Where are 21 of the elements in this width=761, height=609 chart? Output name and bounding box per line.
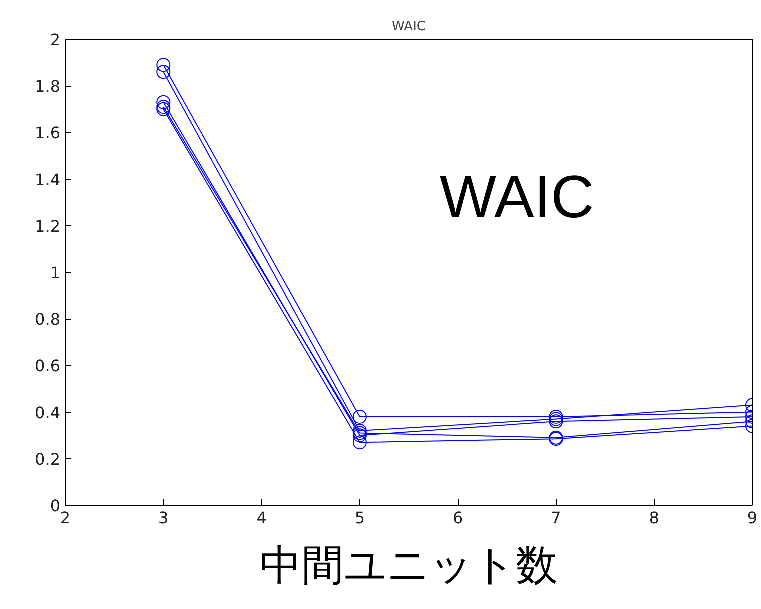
y-tick-label: 2 — [50, 30, 61, 50]
x-tick-label: 4 — [256, 508, 267, 528]
x-tick-label: 8 — [649, 508, 660, 528]
y-tick-label: 1.8 — [35, 77, 61, 96]
x-tick-label: 7 — [551, 508, 562, 528]
y-tick-label: 1.4 — [35, 170, 61, 190]
x-tick-label: 9 — [747, 508, 758, 528]
x-tick-label: 5 — [354, 508, 366, 528]
x-tick-label: 6 — [452, 508, 464, 528]
y-tick-label: 0.4 — [35, 403, 61, 422]
y-tick-label: 0.2 — [35, 450, 61, 469]
x-axis-title: 中間ユニット数 — [260, 540, 558, 590]
y-tick-label: 0.6 — [35, 356, 61, 376]
x-tick-label: 3 — [158, 508, 169, 528]
y-tick-label: 1 — [50, 264, 61, 282]
y-tick-label: 0.8 — [35, 310, 61, 330]
y-tick-label: 0 — [50, 496, 61, 516]
y-tick-label: 1.6 — [35, 124, 61, 143]
annotation: WAIC — [440, 164, 594, 231]
chart-title: WAIC — [392, 20, 426, 34]
y-tick-label: 1.2 — [35, 216, 61, 236]
